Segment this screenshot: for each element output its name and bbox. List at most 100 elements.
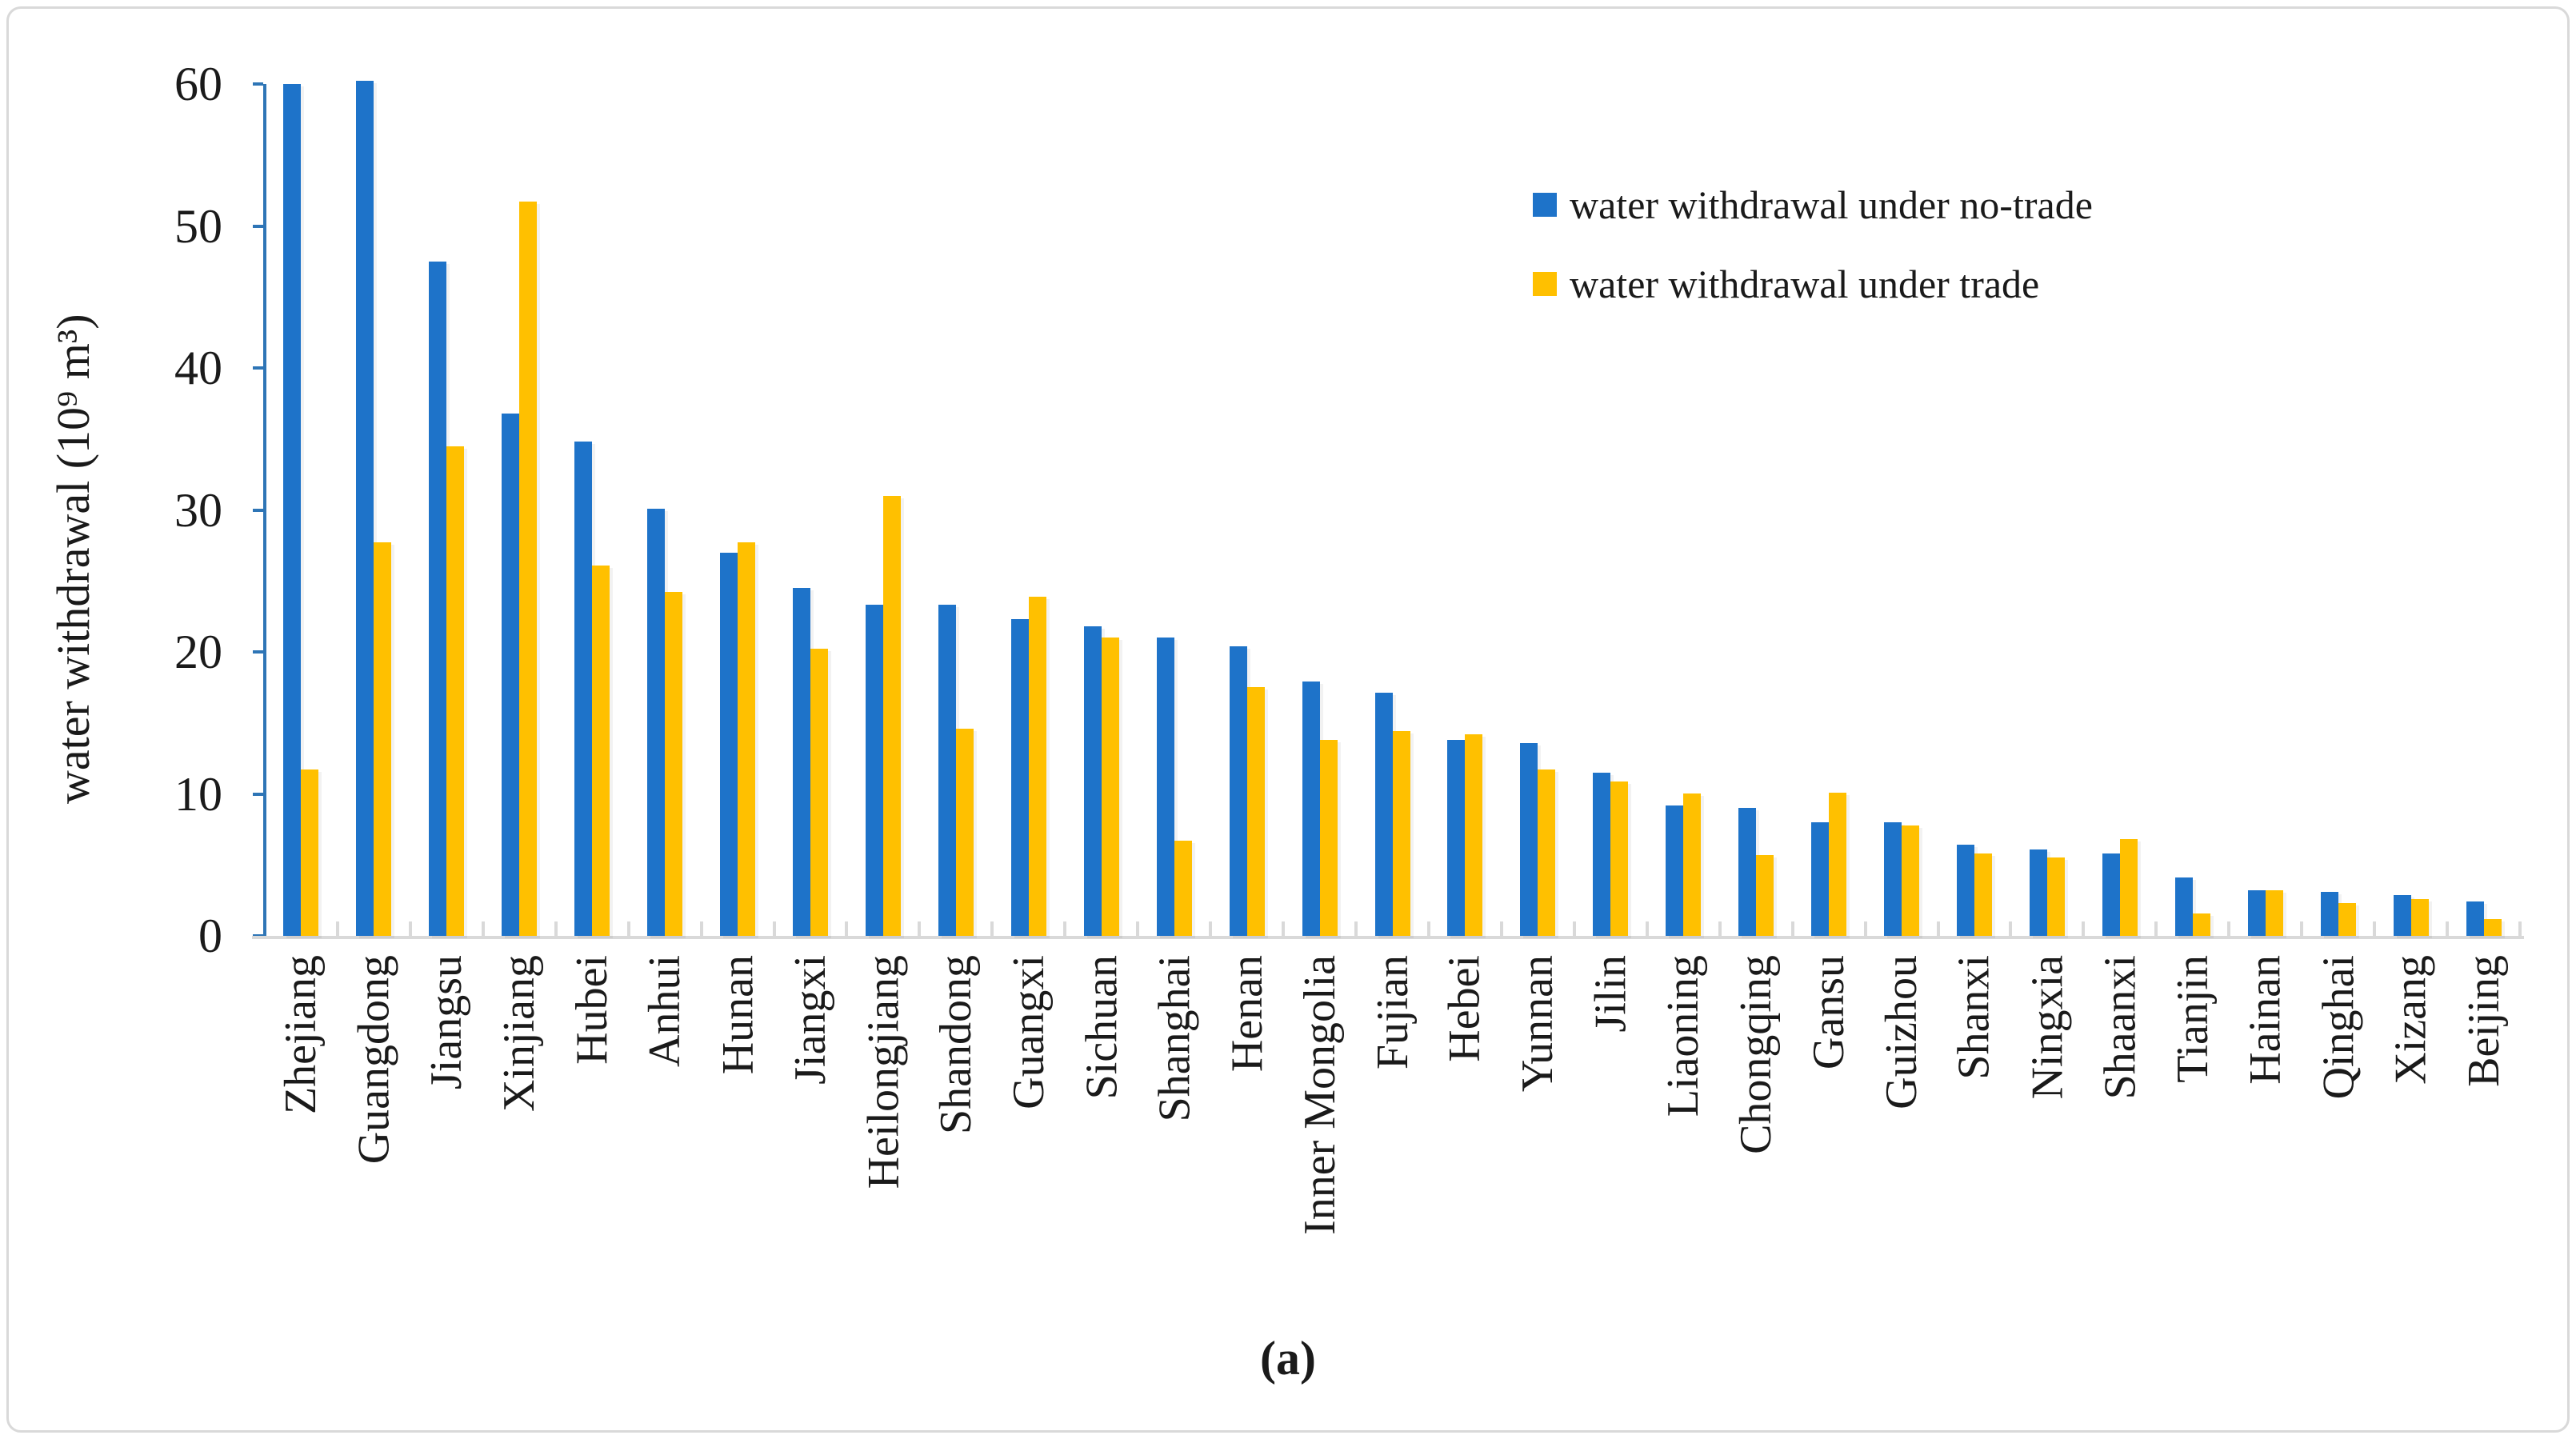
- x-category-label-text: Guizhou: [1877, 955, 1926, 1109]
- x-tick: [918, 921, 922, 936]
- bar-no-trade-Jilin: [1593, 773, 1610, 936]
- x-category-label-text: Qinghai: [2314, 955, 2363, 1100]
- bar-trade-Jilin: [1610, 781, 1628, 936]
- x-category-label-text: Hainan: [2241, 955, 2290, 1085]
- x-category-label-text: Shanghai: [1150, 955, 1199, 1122]
- x-category-label-text: Sichuan: [1077, 955, 1126, 1100]
- bar-trade-Qinghai: [2338, 903, 2356, 936]
- y-axis-title: water withdrawal (10⁹ m³): [47, 314, 99, 804]
- bar-no-trade-Gansu: [1811, 822, 1829, 936]
- legend-item-no-trade: water withdrawal under no-trade: [1533, 183, 2093, 226]
- bar-trade-Guangxi: [1029, 597, 1046, 936]
- x-tick: [1863, 921, 1867, 936]
- y-tick: [253, 366, 263, 370]
- y-tick: [253, 650, 263, 654]
- x-tick: [2518, 921, 2522, 936]
- y-tick: [253, 508, 263, 512]
- bar-no-trade-Shanghai: [1157, 638, 1174, 936]
- x-tick: [1282, 921, 1286, 936]
- legend-swatch-no-trade: [1533, 193, 1557, 217]
- x-tick: [2446, 921, 2450, 936]
- x-category-label-text: Henan: [1222, 955, 1272, 1073]
- x-category-label-text: Guangxi: [1004, 955, 1054, 1109]
- bar-no-trade-Qinghai: [2321, 892, 2338, 936]
- x-category-label-text: Gansu: [1804, 955, 1854, 1070]
- bar-no-trade-Hunan: [720, 553, 738, 936]
- bar-no-trade-Shaanxi: [2102, 853, 2120, 936]
- x-category-label-text: Hunan: [713, 955, 762, 1075]
- x-category-label-text: Guangdong: [349, 955, 398, 1165]
- y-tick-label: 50: [174, 199, 222, 253]
- x-tick: [1572, 921, 1576, 936]
- bar-no-trade-Heilongjiang: [866, 605, 883, 936]
- y-tick: [253, 224, 263, 228]
- bar-no-trade-Fujian: [1375, 693, 1393, 936]
- x-tick: [481, 921, 485, 936]
- x-tick: [1136, 921, 1140, 936]
- x-category-label-text: Jiangsu: [422, 955, 471, 1089]
- x-tick: [1426, 921, 1430, 936]
- legend-label-no-trade: water withdrawal under no-trade: [1570, 182, 2093, 227]
- bar-no-trade-Guizhou: [1884, 822, 1902, 936]
- x-category-label-text: Hebei: [1440, 955, 1490, 1062]
- x-category-label-text: Heilongjiang: [858, 955, 908, 1189]
- bar-trade-Beijing: [2484, 919, 2502, 936]
- bar-trade-Guangdong: [374, 542, 391, 936]
- legend-label-trade: water withdrawal under trade: [1570, 262, 2040, 306]
- bar-trade-Tianjin: [2193, 913, 2210, 936]
- x-tick: [1936, 921, 1940, 936]
- y-tick: [253, 82, 263, 86]
- bar-no-trade-Hubei: [574, 442, 592, 936]
- y-tick-label: 0: [198, 909, 222, 962]
- y-tick-label: 60: [174, 58, 222, 110]
- bar-trade-Hunan: [738, 542, 755, 936]
- bar-trade-Fujian: [1393, 731, 1410, 936]
- subfigure-caption: (a): [1260, 1332, 1316, 1385]
- bar-trade-Henan: [1247, 687, 1265, 936]
- bar-no-trade-Yunnan: [1520, 743, 1538, 936]
- bar-no-trade-Shandong: [938, 605, 956, 936]
- x-category-label-text: Yunnan: [1513, 955, 1562, 1093]
- bar-no-trade-Beijing: [2466, 901, 2484, 936]
- x-tick: [1645, 921, 1649, 936]
- y-axis-line: [263, 84, 266, 939]
- bar-trade-Yunnan: [1538, 769, 1555, 936]
- x-tick: [1790, 921, 1794, 936]
- x-category-label-text: Shaanxi: [2095, 955, 2145, 1100]
- x-tick: [1209, 921, 1213, 936]
- bar-trade-Hebei: [1465, 734, 1482, 936]
- bar-no-trade-Sichuan: [1084, 626, 1102, 936]
- bar-trade-Liaoning: [1683, 793, 1701, 936]
- x-axis-line: [252, 936, 2524, 939]
- x-tick: [2082, 921, 2086, 936]
- legend-swatch-trade: [1533, 272, 1557, 296]
- x-category-label-text: Chongqing: [1731, 955, 1781, 1154]
- x-tick: [1063, 921, 1067, 936]
- x-tick: [2009, 921, 2013, 936]
- bar-no-trade-Xinjiang: [502, 414, 519, 936]
- bar-trade-Ningxia: [2047, 857, 2065, 936]
- x-category-label-text: Zhejiang: [276, 955, 326, 1115]
- y-tick-label: 30: [174, 483, 222, 537]
- bar-no-trade-Inner Mongolia: [1302, 682, 1320, 936]
- x-category-label-text: Shandong: [931, 955, 981, 1134]
- bar-no-trade-Zhejiang: [283, 84, 301, 936]
- bar-trade-Shandong: [956, 729, 974, 936]
- x-category-label-text: Tianjin: [2168, 955, 2218, 1083]
- bar-no-trade-Tianjin: [2175, 877, 2193, 936]
- x-tick: [335, 921, 339, 936]
- bar-trade-Heilongjiang: [883, 496, 901, 936]
- x-tick: [1499, 921, 1503, 936]
- x-tick: [990, 921, 994, 936]
- x-tick: [408, 921, 412, 936]
- bar-trade-Hubei: [592, 566, 610, 936]
- x-category-label-text: Xizang: [2386, 955, 2436, 1085]
- bar-trade-Zhejiang: [301, 769, 318, 936]
- y-tick-label: 40: [174, 342, 222, 394]
- bar-no-trade-Guangxi: [1011, 619, 1029, 936]
- x-category-label-text: Fujian: [1368, 955, 1418, 1070]
- bar-no-trade-Shanxi: [1957, 845, 1974, 936]
- x-category-label-text: Liaoning: [1658, 955, 1708, 1117]
- y-tick-label: 20: [174, 626, 222, 678]
